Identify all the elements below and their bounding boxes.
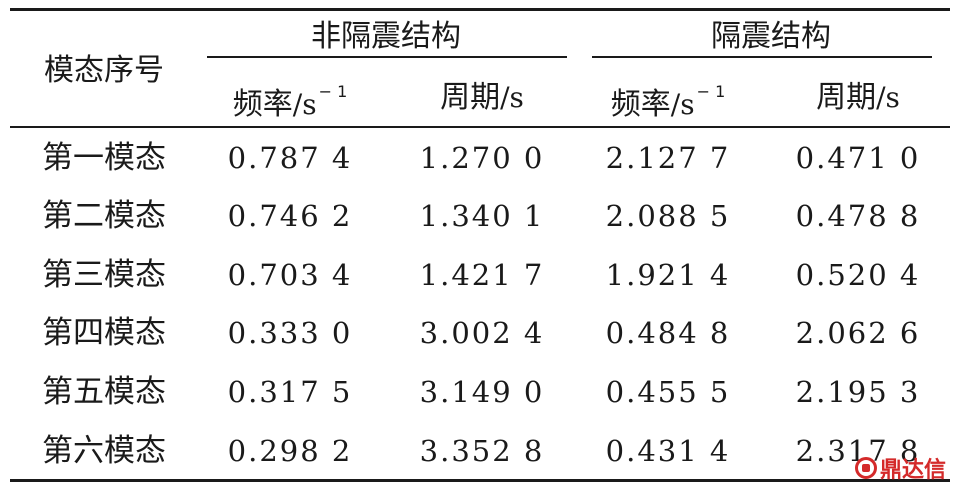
mode-name: 第一模态 [42,140,166,176]
non-isolated-frequency: 0.317 5 [227,375,353,409]
header-group-non-isolated: 非隔震结构 [311,19,461,54]
period-unit: /s [876,81,900,114]
mode-name: 第二模态 [42,198,166,234]
non-isolated-period: 1.270 0 [419,141,545,175]
non-isolated-period: 1.340 1 [419,199,545,233]
watermark-logo-icon [854,457,877,479]
isolated-period: 2.062 6 [795,316,921,350]
non-isolated-frequency: 0.298 2 [227,434,353,468]
isolated-period: 2.195 3 [795,375,921,409]
non-isolated-frequency: 0.746 2 [227,199,353,233]
header-bottom-rule [10,126,950,128]
header-period-isolated: 周期/s [816,83,900,113]
isolated-period: 0.520 4 [795,258,921,292]
non-isolated-frequency: 0.703 4 [227,258,353,292]
mode-name: 第三模态 [42,257,166,293]
mode-name: 第四模态 [42,315,166,351]
isolated-frequency: 2.127 7 [605,141,731,175]
bottom-rule [10,479,950,482]
frequency-unit: /s [670,88,695,121]
period-label: 周期 [440,80,501,115]
non-isolated-period: 3.149 0 [419,375,545,409]
group-rule-non-isolated [207,56,567,58]
top-rule [10,8,950,11]
watermark: 鼎达信 [854,452,946,484]
header-frequency-non-isolated: 频率/s − 1 [232,82,348,122]
non-isolated-period: 3.352 8 [419,434,545,468]
header-period-non-isolated: 周期/s [440,83,524,113]
isolated-frequency: 0.484 8 [605,316,731,350]
non-isolated-period: 1.421 7 [419,258,545,292]
mode-name: 第六模态 [42,433,166,469]
non-isolated-period: 3.002 4 [419,316,545,350]
watermark-text: 鼎达信 [879,458,946,483]
isolated-period: 0.478 8 [795,199,921,233]
isolated-frequency: 0.455 5 [605,375,731,409]
frequency-label: 频率 [232,87,293,122]
isolated-frequency: 2.088 5 [605,199,731,233]
period-label: 周期 [816,80,877,115]
frequency-unit-exponent: − 1 [696,82,726,101]
frequency-unit: /s [292,88,317,121]
header-mode-index: 模态序号 [44,53,164,88]
non-isolated-frequency: 0.787 4 [227,141,353,175]
mode-name: 第五模态 [42,374,166,410]
isolated-frequency: 0.431 4 [605,434,731,468]
isolated-frequency: 1.921 4 [605,258,731,292]
frequency-unit-exponent: − 1 [318,82,348,101]
header-frequency-isolated: 频率/s − 1 [610,82,726,122]
header-group-isolated: 隔震结构 [711,19,831,54]
group-rule-isolated [592,56,932,58]
frequency-label: 频率 [610,87,671,122]
non-isolated-frequency: 0.333 0 [227,316,353,350]
isolated-period: 0.471 0 [795,141,921,175]
period-unit: /s [500,81,524,114]
